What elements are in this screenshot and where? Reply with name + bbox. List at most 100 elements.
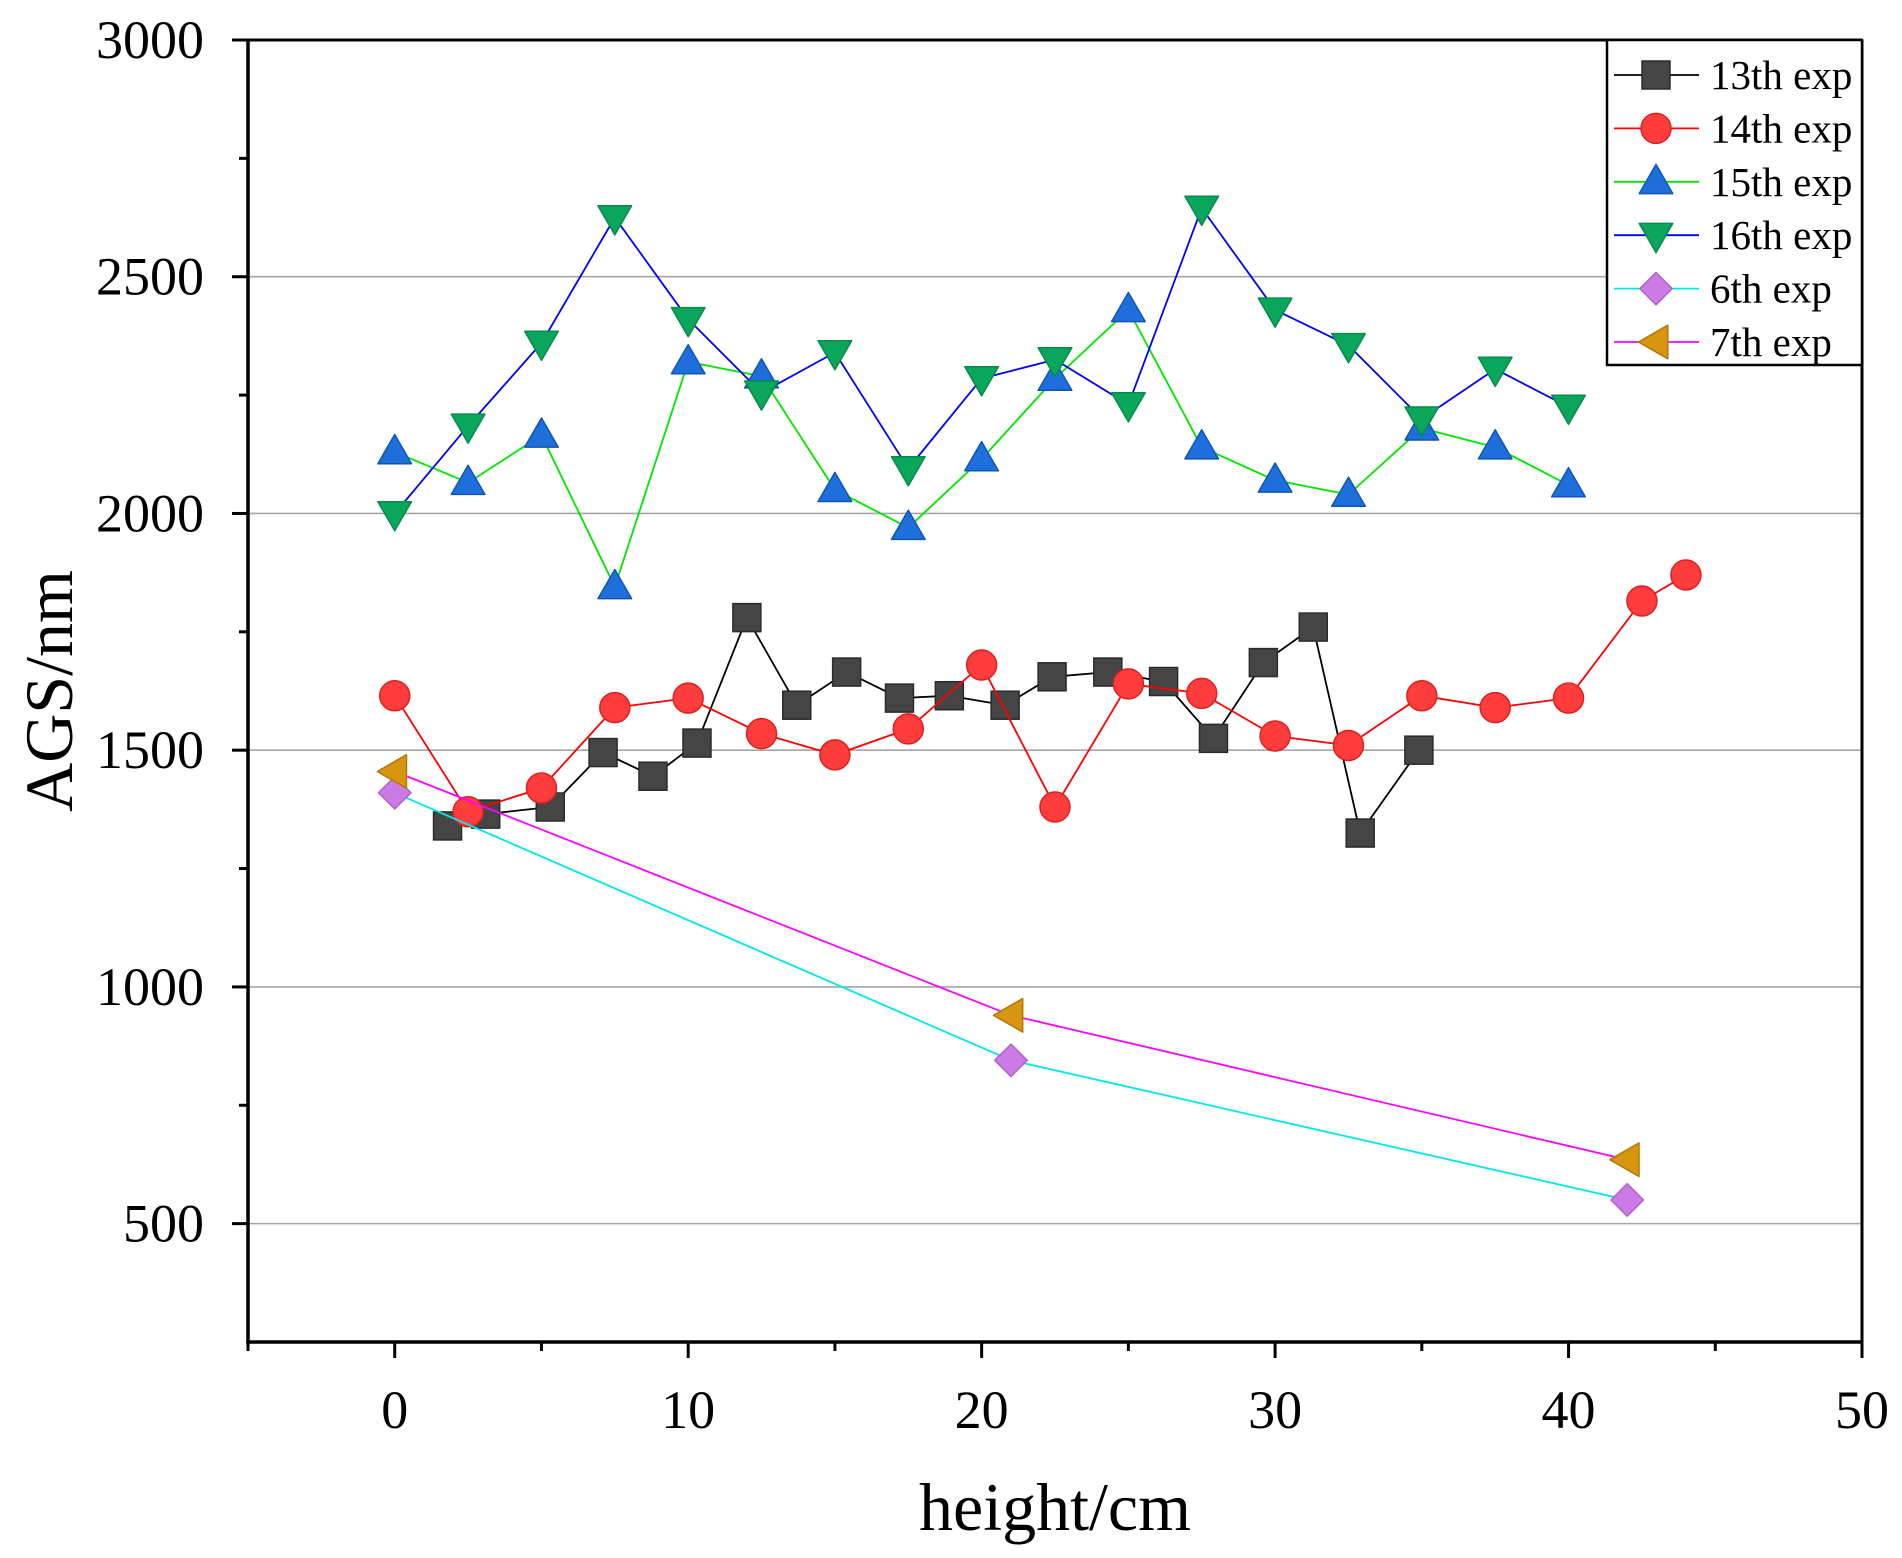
point-15th-exp-3	[597, 568, 633, 600]
point-15th-exp-11	[1184, 429, 1220, 460]
y-tick-label-1000: 1000	[96, 957, 204, 1017]
point-16th-exp-11	[1184, 195, 1220, 227]
legend: 13th exp 14th exp 15th exp 16th exp 6th exp 7…	[1605, 38, 1864, 367]
point-15th-exp-4	[670, 343, 706, 375]
point-15th-exp-8	[964, 440, 1000, 472]
y-tick-label-1500: 1500	[96, 720, 204, 780]
point-13th-exp-12	[1037, 662, 1067, 692]
point-15th-exp-16	[1550, 466, 1587, 498]
point-13th-exp-8	[831, 657, 862, 687]
point-16th-exp-4	[670, 306, 706, 338]
series-15th-exp	[377, 291, 1587, 600]
y-axis-label: AGS/nm	[11, 570, 87, 812]
point-14th-exp-11	[1185, 677, 1218, 710]
point-16th-exp-2	[523, 330, 560, 362]
gridlines	[248, 275, 1862, 1225]
point-6th-exp-1	[993, 1043, 1028, 1078]
point-15th-exp-15	[1477, 429, 1513, 460]
y-tick-label-3000: 3000	[96, 10, 204, 70]
point-15th-exp-12	[1257, 462, 1293, 493]
point-13th-exp-18	[1345, 818, 1375, 848]
axes: 0 10 20 30 40 50 500 1000 1500 2000 2500 3000	[96, 10, 1889, 1440]
point-14th-exp-10	[1112, 668, 1145, 700]
point-16th-exp-5	[743, 380, 780, 411]
point-13th-exp-5	[682, 728, 712, 758]
series-7th-exp	[376, 753, 1640, 1178]
point-14th-exp-18	[1670, 559, 1702, 591]
legend-entry-15th-exp: 15th exp	[1614, 159, 1852, 205]
point-15th-exp-7	[890, 509, 926, 541]
point-15th-exp-6	[817, 471, 853, 503]
point-6th-exp-2	[1610, 1182, 1645, 1217]
legend-entry-6th-exp: 6th exp	[1614, 266, 1832, 312]
point-14th-exp-15	[1479, 691, 1511, 724]
x-tick-label-0: 0	[381, 1380, 408, 1440]
point-13th-exp-16	[1248, 647, 1279, 678]
point-13th-exp-11	[990, 690, 1020, 720]
y-tick-label-2000: 2000	[96, 483, 204, 543]
point-14th-exp-3	[599, 691, 631, 724]
point-15th-exp-2	[523, 417, 560, 448]
series-16th-exp	[377, 195, 1587, 532]
point-14th-exp-6	[819, 739, 851, 771]
y-tick-label-2500: 2500	[96, 247, 204, 307]
legend-label-7th-exp: 7th exp	[1710, 319, 1832, 365]
point-16th-exp-16	[1550, 394, 1587, 426]
x-tick-label-20: 20	[955, 1380, 1009, 1440]
plot-series	[376, 195, 1702, 1217]
point-13th-exp-7	[782, 690, 812, 720]
x-tick-label-40: 40	[1542, 1380, 1596, 1440]
legend-label-16th-exp: 16th exp	[1710, 212, 1852, 258]
legend-label-15th-exp: 15th exp	[1710, 159, 1852, 205]
point-14th-exp-0	[378, 679, 411, 712]
legend-marker-7th-exp	[1637, 324, 1669, 360]
point-14th-exp-4	[672, 682, 704, 714]
point-13th-exp-9	[884, 683, 915, 713]
point-14th-exp-7	[892, 713, 925, 745]
point-14th-exp-5	[745, 717, 778, 750]
point-16th-exp-9	[1037, 347, 1073, 378]
legend-entry-13th-exp: 13th exp	[1614, 52, 1852, 98]
point-14th-exp-12	[1259, 720, 1291, 752]
point-16th-exp-14	[1404, 406, 1440, 437]
point-13th-exp-15	[1198, 723, 1229, 754]
x-tick-label-50: 50	[1835, 1380, 1889, 1440]
point-14th-exp-14	[1406, 679, 1438, 712]
y-tick-label-500: 500	[123, 1194, 204, 1254]
legend-marker-14th-exp	[1640, 112, 1672, 145]
point-7th-exp-2	[1609, 1142, 1640, 1178]
legend-box	[1605, 38, 1864, 367]
point-16th-exp-15	[1477, 356, 1513, 388]
point-13th-exp-3	[588, 737, 618, 768]
point-16th-exp-10	[1110, 392, 1146, 423]
legend-entry-16th-exp: 16th exp	[1614, 212, 1852, 258]
x-axis-label: height/cm	[919, 1469, 1191, 1545]
point-14th-exp-16	[1552, 682, 1585, 714]
point-13th-exp-10	[934, 680, 965, 711]
x-tick-label-30: 30	[1248, 1380, 1302, 1440]
point-16th-exp-3	[597, 205, 633, 236]
legend-label-6th-exp: 6th exp	[1710, 266, 1832, 312]
legend-marker-16th-exp	[1638, 222, 1674, 254]
point-13th-exp-6	[732, 602, 762, 633]
point-14th-exp-13	[1332, 729, 1365, 762]
point-15th-exp-13	[1330, 476, 1367, 508]
legend-entry-14th-exp: 14th exp	[1614, 105, 1852, 151]
point-16th-exp-12	[1257, 297, 1293, 328]
legend-marker-15th-exp	[1638, 163, 1674, 195]
point-15th-exp-1	[450, 464, 486, 496]
point-15th-exp-0	[377, 433, 413, 465]
point-7th-exp-1	[992, 997, 1024, 1033]
point-16th-exp-0	[377, 500, 413, 532]
point-15th-exp-10	[1110, 291, 1146, 323]
point-14th-exp-17	[1626, 585, 1658, 617]
point-16th-exp-7	[890, 455, 926, 487]
point-13th-exp-14	[1148, 666, 1179, 697]
point-14th-exp-9	[1039, 791, 1071, 823]
point-16th-exp-8	[964, 366, 1000, 397]
point-14th-exp-8	[965, 649, 998, 681]
legend-marker-13th-exp	[1641, 60, 1671, 90]
point-14th-exp-2	[525, 772, 558, 804]
